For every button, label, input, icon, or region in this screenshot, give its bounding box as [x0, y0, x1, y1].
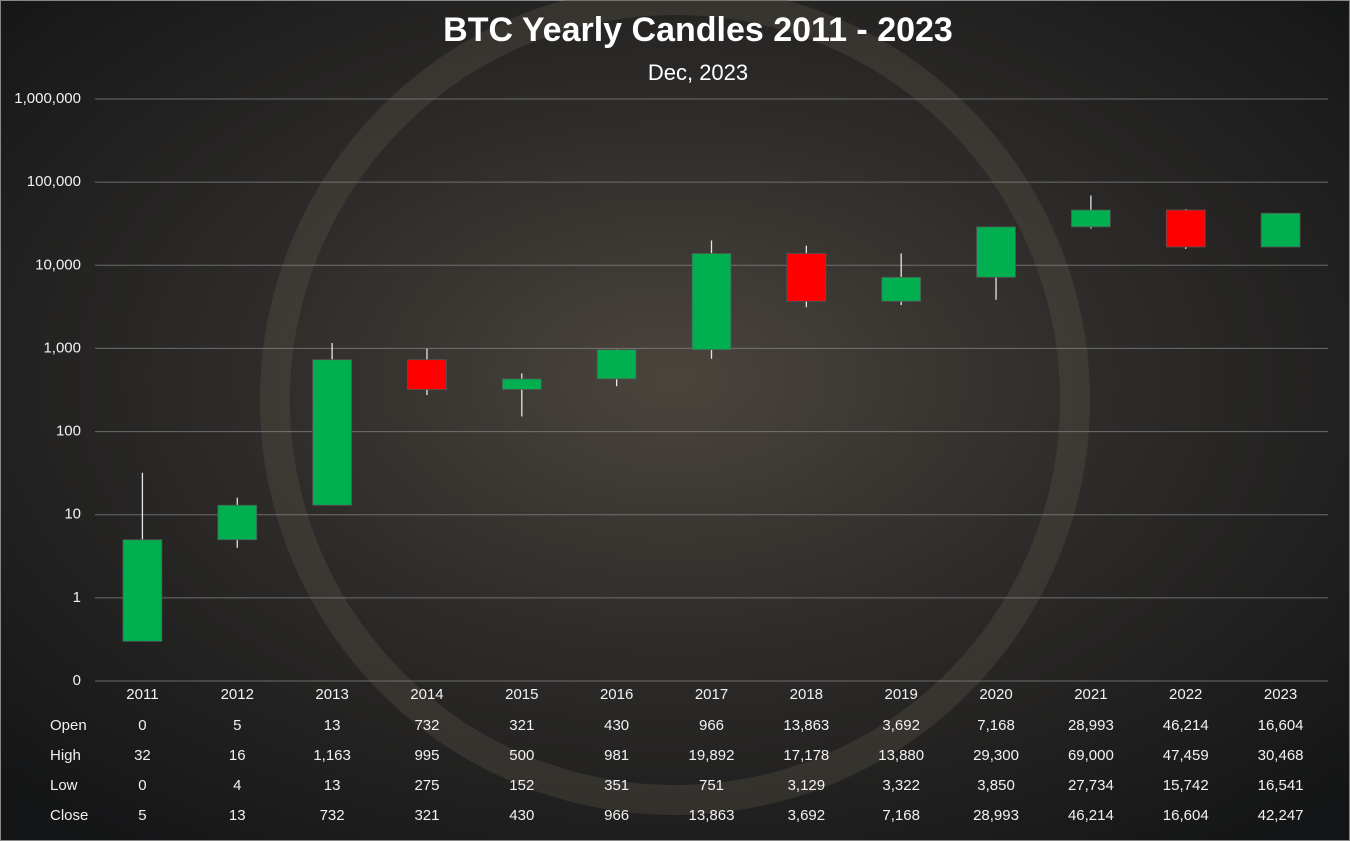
table-row-label: High [50, 747, 81, 764]
y-tick-label: 100,000 [27, 173, 81, 190]
candle-body [312, 359, 352, 506]
x-tick-label: 2015 [505, 686, 538, 703]
table-cell: 0 [138, 717, 146, 734]
x-tick-label: 2016 [600, 686, 633, 703]
table-cell: 28,993 [1068, 717, 1114, 734]
table-cell: 30,468 [1258, 747, 1304, 764]
table-cell: 15,742 [1163, 777, 1209, 794]
table-cell: 13 [324, 777, 341, 794]
table-cell: 16,604 [1258, 717, 1304, 734]
table-row-label: Open [50, 717, 87, 734]
table-cell: 46,214 [1163, 717, 1209, 734]
x-tick-label: 2021 [1074, 686, 1107, 703]
table-cell: 3,692 [882, 717, 920, 734]
table-cell: 13,880 [878, 747, 924, 764]
table-cell: 0 [138, 777, 146, 794]
x-tick-label: 2011 [126, 686, 158, 703]
table-cell: 27,734 [1068, 777, 1114, 794]
candle-body [407, 359, 447, 390]
x-tick-label: 2020 [979, 686, 1012, 703]
table-cell: 17,178 [783, 747, 829, 764]
table-cell: 47,459 [1163, 747, 1209, 764]
table-cell: 13,863 [783, 717, 829, 734]
table-row-label: Low [50, 777, 78, 794]
x-tick-label: 2018 [790, 686, 823, 703]
table-cell: 13 [229, 807, 246, 824]
x-tick-label: 2019 [885, 686, 918, 703]
y-tick-label: 1,000,000 [14, 90, 81, 107]
candle-body [217, 504, 258, 541]
x-tick-label: 2013 [315, 686, 348, 703]
table-cell: 500 [509, 747, 534, 764]
table-cell: 13 [324, 717, 341, 734]
table-cell: 732 [320, 807, 345, 824]
y-tick-label: 0 [73, 672, 81, 689]
table-cell: 1,163 [313, 747, 351, 764]
table-cell: 4 [233, 777, 241, 794]
table-row-label: Close [50, 807, 88, 824]
table-cell: 69,000 [1068, 747, 1114, 764]
table-cell: 42,247 [1258, 807, 1304, 824]
table-cell: 7,168 [977, 717, 1015, 734]
table-cell: 28,993 [973, 807, 1019, 824]
table-cell: 430 [509, 807, 534, 824]
chart-title: BTC Yearly Candles 2011 - 2023 [443, 11, 953, 49]
y-tick-label: 1 [73, 589, 81, 606]
candle-body [691, 253, 732, 351]
x-tick-label: 2017 [695, 686, 728, 703]
table-cell: 321 [414, 807, 439, 824]
table-cell: 16 [229, 747, 246, 764]
table-cell: 5 [233, 717, 241, 734]
y-tick-label: 10 [64, 506, 81, 523]
table-cell: 46,214 [1068, 807, 1114, 824]
table-cell: 5 [138, 807, 146, 824]
candle-body [1071, 209, 1111, 228]
table-cell: 19,892 [689, 747, 735, 764]
table-cell: 16,604 [1163, 807, 1209, 824]
table-cell: 3,692 [788, 807, 826, 824]
table-cell: 16,541 [1258, 777, 1304, 794]
table-cell: 751 [699, 777, 724, 794]
table-cell: 32 [134, 747, 151, 764]
candle-body [501, 378, 542, 390]
table-cell: 981 [604, 747, 629, 764]
table-cell: 732 [414, 717, 439, 734]
x-tick-label: 2023 [1264, 686, 1297, 703]
y-tick-label: 1,000 [43, 339, 81, 356]
table-cell: 152 [509, 777, 534, 794]
x-tick-label: 2022 [1169, 686, 1202, 703]
chart-subtitle: Dec, 2023 [648, 60, 748, 85]
table-cell: 995 [414, 747, 439, 764]
x-tick-label: 2012 [221, 686, 254, 703]
table-cell: 275 [414, 777, 439, 794]
candle-body [881, 276, 922, 302]
table-cell: 430 [604, 717, 629, 734]
table-cell: 321 [509, 717, 534, 734]
x-tick-label: 2014 [410, 686, 443, 703]
table-cell: 3,322 [882, 777, 920, 794]
candle-body [1165, 209, 1206, 248]
coin-decoration [260, 0, 1090, 815]
table-cell: 966 [699, 717, 724, 734]
candle-body [976, 226, 1016, 278]
table-cell: 13,863 [689, 807, 735, 824]
table-cell: 3,129 [788, 777, 826, 794]
table-cell: 3,850 [977, 777, 1015, 794]
candle-body [122, 539, 163, 642]
candle-body [596, 349, 637, 380]
candle-body [786, 253, 827, 302]
candle-body [1260, 212, 1301, 248]
table-cell: 29,300 [973, 747, 1019, 764]
y-tick-label: 100 [56, 423, 81, 440]
table-cell: 966 [604, 807, 629, 824]
table-cell: 351 [604, 777, 629, 794]
table-cell: 7,168 [882, 807, 920, 824]
y-tick-label: 10,000 [35, 256, 81, 273]
